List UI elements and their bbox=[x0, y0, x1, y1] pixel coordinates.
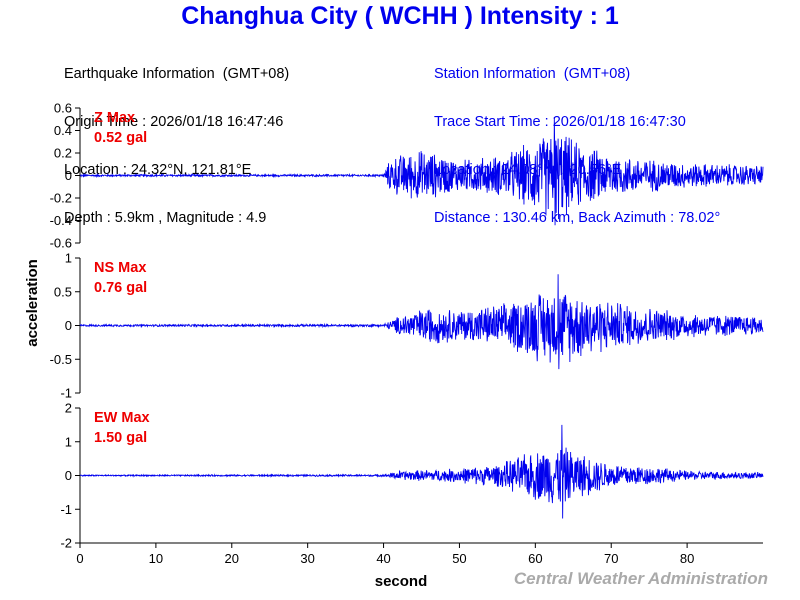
x-tick-label: 50 bbox=[452, 551, 466, 566]
earthquake-info: Earthquake Information (GMT+08) Origin T… bbox=[64, 34, 289, 242]
y-tick-label: -0.6 bbox=[50, 236, 72, 251]
y-tick-label: 0.6 bbox=[54, 101, 72, 116]
y-tick-label: 0.5 bbox=[54, 284, 72, 299]
y-tick-label: 2 bbox=[65, 401, 72, 416]
max-label-z: Z Max bbox=[94, 110, 135, 126]
trace-ew bbox=[79, 424, 764, 519]
x-tick-label: 60 bbox=[528, 551, 542, 566]
y-tick-label: -0.5 bbox=[50, 352, 72, 367]
chart-title: Changhua City ( WCHH ) Intensity : 1 bbox=[181, 2, 619, 30]
x-tick-label: 40 bbox=[376, 551, 390, 566]
x-tick-label: 20 bbox=[225, 551, 239, 566]
footer-credit: Central Weather Administration bbox=[513, 569, 768, 588]
y-tick-label: 0.4 bbox=[54, 123, 72, 138]
x-axis-label: second bbox=[375, 573, 428, 590]
max-value-ns: 0.76 gal bbox=[94, 280, 147, 296]
y-tick-label: -2 bbox=[60, 536, 72, 551]
y-tick-label: 0 bbox=[65, 468, 72, 483]
y-tick-label: -1 bbox=[60, 502, 72, 517]
station-distance: Distance : 130.46 km, Back Azimuth : 78.… bbox=[434, 210, 721, 226]
y-tick-label: 0.2 bbox=[54, 146, 72, 161]
x-tick-label: 80 bbox=[680, 551, 694, 566]
x-tick-label: 30 bbox=[300, 551, 314, 566]
y-tick-label: 0 bbox=[65, 168, 72, 183]
y-tick-label: -0.2 bbox=[50, 191, 72, 206]
max-label-ew: EW Max bbox=[94, 410, 150, 426]
trace-z bbox=[79, 116, 764, 226]
max-value-z: 0.52 gal bbox=[94, 130, 147, 146]
y-tick-label: 1 bbox=[65, 251, 72, 266]
x-tick-label: 10 bbox=[149, 551, 163, 566]
max-value-ew: 1.50 gal bbox=[94, 430, 147, 446]
origin-time: Origin Time : 2026/01/18 16:47:46 bbox=[64, 114, 284, 130]
y-axis-label: acceleration bbox=[24, 259, 41, 347]
trace-ns bbox=[79, 274, 764, 370]
max-label-ns: NS Max bbox=[94, 260, 146, 276]
y-tick-label: -0.4 bbox=[50, 213, 72, 228]
depth-magnitude: Depth : 5.9km , Magnitude : 4.9 bbox=[64, 210, 267, 226]
y-tick-label: -1 bbox=[60, 386, 72, 401]
x-tick-label: 0 bbox=[76, 551, 83, 566]
trace-start-time: Trace Start Time : 2026/01/18 16:47:30 bbox=[434, 114, 686, 130]
earthquake-info-heading: Earthquake Information (GMT+08) bbox=[64, 66, 290, 82]
y-tick-label: 0 bbox=[65, 318, 72, 333]
y-tick-label: 1 bbox=[65, 434, 72, 449]
station-info-heading: Station Information (GMT+08) bbox=[434, 66, 631, 82]
x-tick-label: 70 bbox=[604, 551, 618, 566]
